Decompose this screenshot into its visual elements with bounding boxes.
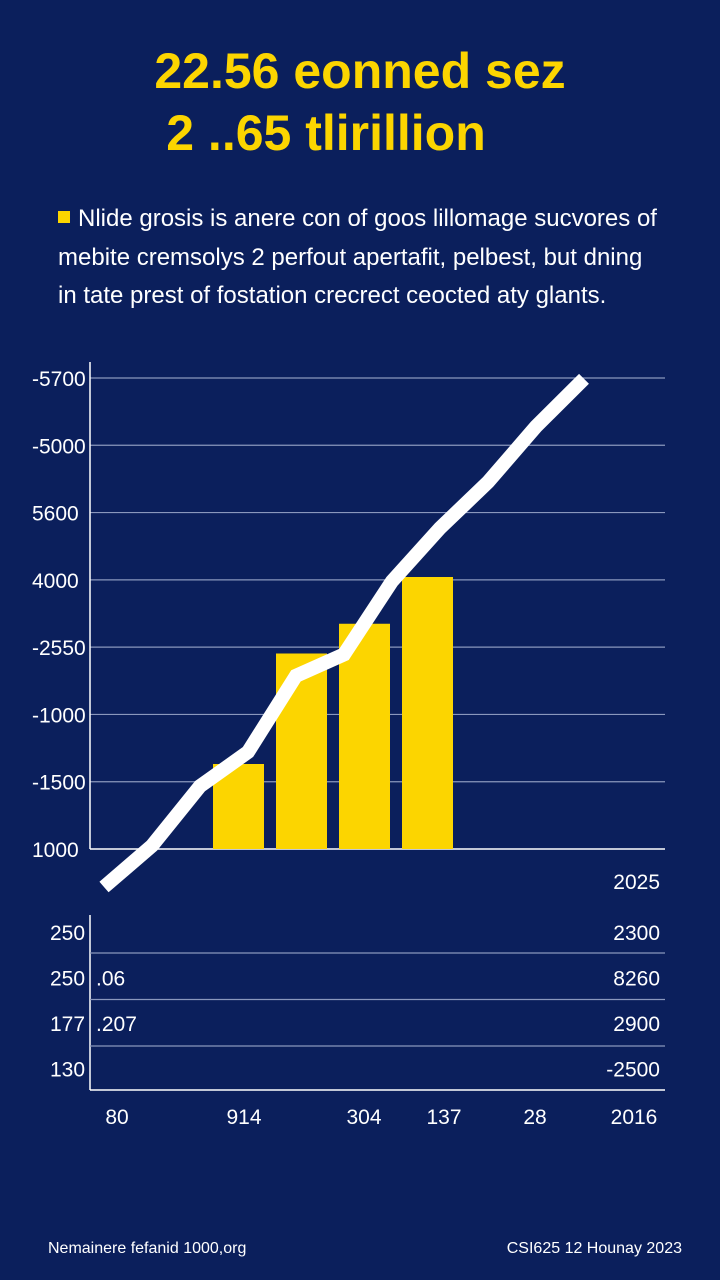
x-tick-label: 304: [346, 1106, 381, 1129]
x-tick-label: 914: [226, 1106, 261, 1129]
bar: [339, 623, 390, 849]
chart-title-line-2: 2 ..65 tlirillion: [166, 105, 486, 161]
y-tick-label: 4000: [32, 570, 79, 593]
x-tick-label: 28: [523, 1106, 546, 1129]
table-left-label: 250: [50, 922, 85, 945]
description-line-1: Nlide grosis is anere con of goos lillom…: [58, 198, 678, 240]
table-inner-label: .207: [96, 1013, 137, 1036]
y-tick-label: -5000: [32, 435, 86, 458]
trend-line: [99, 373, 589, 893]
y-tick-label: -1500: [32, 772, 86, 795]
x-corner-label: 2025: [613, 871, 660, 894]
description-line-2: mebite cremsolys 2 perfout apertafit, pe…: [58, 244, 643, 271]
table-left-label: 130: [50, 1059, 85, 1082]
bar: [402, 577, 453, 849]
x-tick-label: 80: [105, 1106, 128, 1129]
table-left-label: 250: [50, 968, 85, 991]
y-tick-label: -1000: [32, 704, 86, 727]
table-right-label: 8260: [613, 968, 660, 991]
footer-source: Nemainere fefanid 1000,org: [48, 1240, 247, 1257]
table-left-label: 177: [50, 1013, 85, 1036]
y-tick-label: -5700: [32, 368, 86, 391]
table-right-label: 2300: [613, 922, 660, 945]
x-tick-label: 137: [426, 1106, 461, 1129]
footer-credit: CSI625 12 Hounay 2023: [506, 1240, 682, 1257]
table-inner-label: .06: [96, 968, 125, 991]
y-tick-label: -2550: [32, 637, 86, 660]
table-right-label: -2500: [606, 1059, 660, 1082]
table-right-label: 2900: [613, 1013, 660, 1036]
y-tick-label: 5600: [32, 503, 79, 526]
y-tick-label: 1000: [32, 839, 79, 862]
x-tick-label: 2016: [611, 1106, 658, 1129]
bullet-square-icon: [58, 211, 70, 223]
description-text-1: Nlide grosis is anere con of goos lillom…: [78, 205, 657, 232]
chart-title-line-1: 22.56 eonned sez: [154, 43, 566, 99]
description-line-3: in tate prest of fostation crecrect ceoc…: [58, 282, 607, 309]
